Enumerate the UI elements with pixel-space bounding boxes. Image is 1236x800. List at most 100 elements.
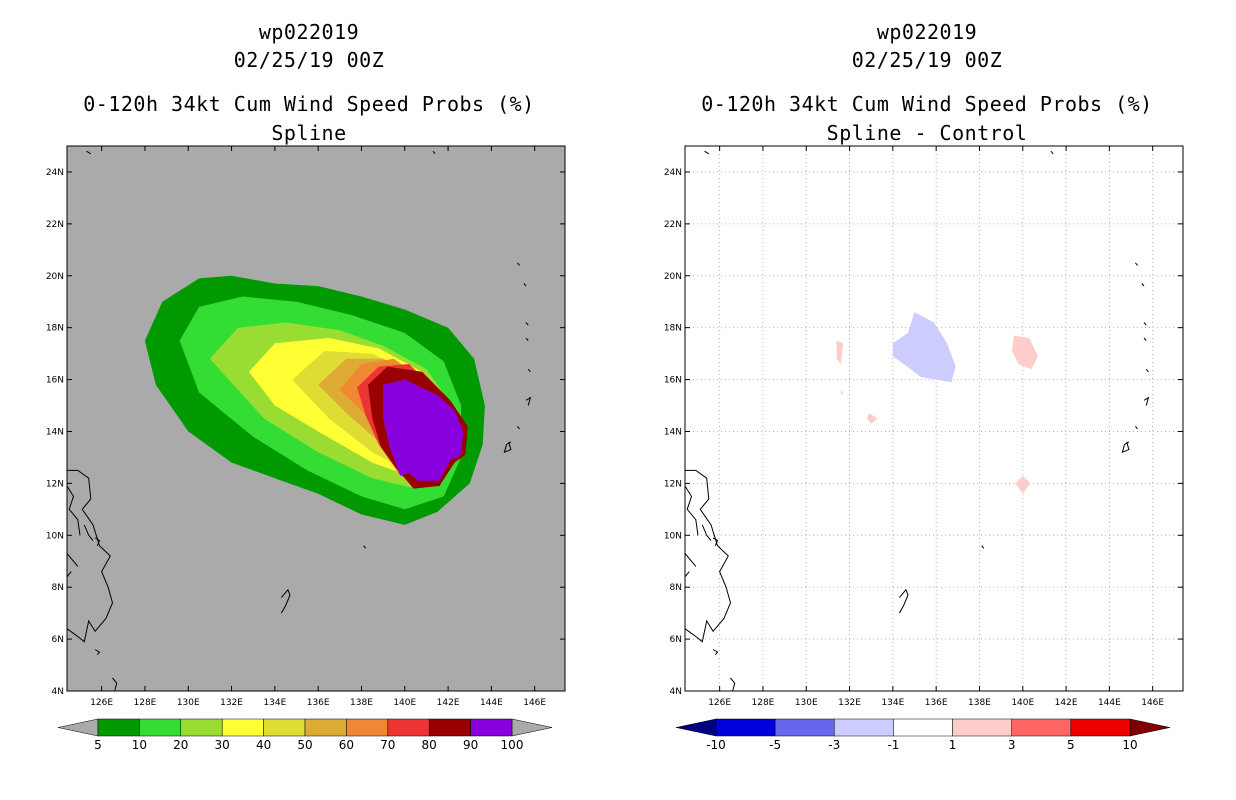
y-tick-label: 12N [664, 479, 682, 489]
coastline [94, 649, 101, 656]
coastline [432, 150, 436, 155]
coastline [1143, 337, 1147, 341]
coastline [83, 524, 94, 541]
coastline [1121, 441, 1130, 454]
contour-1to3 [836, 340, 844, 364]
colorbar-swatch [387, 718, 430, 737]
colorbar: -10 -5 -3 -1 1 3 5 10 [675, 718, 1171, 752]
colorbar-swatch [221, 718, 264, 737]
y-tick-label: 12N [46, 479, 64, 489]
coastline [1143, 396, 1150, 406]
coastline [503, 441, 512, 454]
plot-area [685, 146, 1183, 691]
y-tick-label: 20N [46, 272, 64, 282]
y-tick-label: 4N [52, 687, 64, 697]
colorbar-label: 70 [380, 738, 395, 752]
coastline [685, 553, 697, 567]
datetime-title: 02/25/19 00Z [233, 48, 385, 72]
contour-1to3 [866, 413, 878, 424]
colorbar-over-triangle [1129, 718, 1171, 737]
x-tick-label: 142E [1055, 698, 1078, 708]
coastline [1143, 322, 1147, 326]
colorbar-label: -3 [828, 738, 840, 752]
coastline [1135, 262, 1138, 266]
colorbar-label: 50 [297, 738, 312, 752]
chart-title: 0-120h 34kt Cum Wind Speed Probs (%) [701, 92, 1153, 116]
coastline [112, 677, 118, 691]
colorbar: 5 10 20 30 40 50 60 70 80 90 100 [57, 718, 553, 752]
y-tick-label: 24N [46, 168, 64, 178]
colorbar-label: 30 [215, 738, 230, 752]
x-tick-label: 130E [795, 698, 818, 708]
y-tick-label: 18N [46, 324, 64, 334]
y-tick-label: 6N [52, 635, 64, 645]
plot-area [67, 150, 532, 691]
contour-90 [383, 379, 464, 481]
y-tick-label: 10N [46, 531, 64, 541]
colorbar-swatch [715, 718, 776, 737]
y-tick-label: 22N [46, 220, 64, 230]
colorbar-swatch [1070, 718, 1131, 737]
coastline [712, 649, 719, 656]
colorbar-swatch [428, 718, 471, 737]
colorbar-label: 100 [501, 738, 524, 752]
x-tick-label: 136E [925, 698, 948, 708]
coastline [1141, 283, 1145, 287]
x-tick-label: 132E [838, 698, 861, 708]
x-tick-label: 134E [263, 698, 286, 708]
y-tick-label: 14N [46, 427, 64, 437]
x-tick-label: 128E [134, 698, 157, 708]
colorbar-swatch [470, 718, 513, 737]
coastline [525, 322, 529, 326]
y-tick-label: 16N [46, 376, 64, 386]
x-tick-label: 136E [307, 698, 330, 708]
x-tick-label: 138E [968, 698, 991, 708]
coastline [1135, 425, 1138, 430]
coastline [523, 283, 527, 287]
colorbar-label: -1 [887, 738, 899, 752]
colorbar-swatch [893, 718, 953, 737]
plot-background [685, 146, 1183, 691]
colorbar-label: 40 [256, 738, 271, 752]
colorbar-swatch [952, 718, 1012, 737]
coastline [517, 425, 520, 430]
x-tick-label: 142E [437, 698, 460, 708]
storm-id-title: wp022019 [876, 20, 978, 44]
y-tick-label: 8N [52, 583, 64, 593]
colorbar-label: 1 [949, 738, 957, 752]
y-tick-label: 6N [670, 635, 682, 645]
y-tick-label: 14N [664, 427, 682, 437]
coastline [363, 545, 367, 549]
x-tick-label: 144E [1098, 698, 1121, 708]
plot-frame [684, 145, 1184, 692]
colorbar-swatch [774, 718, 835, 737]
x-tick-label: 138E [350, 698, 373, 708]
y-tick-label: 4N [670, 687, 682, 697]
colorbar-swatch [346, 718, 389, 737]
contour-1to3 [840, 390, 844, 396]
chart-left: 126E 128E 130E 132E 134E 136E 138E 140E 142E 144E… [46, 145, 566, 752]
x-tick-label: 140E [393, 698, 416, 708]
x-tick-label: 126E [90, 698, 113, 708]
coastline [527, 368, 531, 373]
chart-title: 0-120h 34kt Cum Wind Speed Probs (%) [83, 92, 535, 116]
coastline [525, 396, 532, 406]
colorbar-over-triangle [511, 718, 553, 737]
coastline [67, 469, 114, 643]
x-tick-label: 132E [220, 698, 243, 708]
colorbar-label: 5 [94, 738, 102, 752]
colorbar-label: 20 [173, 738, 188, 752]
datetime-title: 02/25/19 00Z [851, 48, 1003, 72]
colorbar-under-triangle [675, 718, 717, 737]
coastline [67, 571, 72, 578]
coastline [704, 150, 710, 155]
contour-1to3 [1015, 475, 1031, 494]
coastline [685, 469, 732, 643]
colorbar-label: 90 [463, 738, 478, 752]
chart-right: 126E 128E 130E 132E 134E 136E 138E 140E 142E 144E… [664, 145, 1184, 752]
colorbar-swatch [834, 718, 894, 737]
x-tick-label: 126E [708, 698, 731, 708]
y-tick-label: 8N [670, 583, 682, 593]
coastline [685, 571, 690, 578]
contour--3to-1 [892, 312, 956, 383]
